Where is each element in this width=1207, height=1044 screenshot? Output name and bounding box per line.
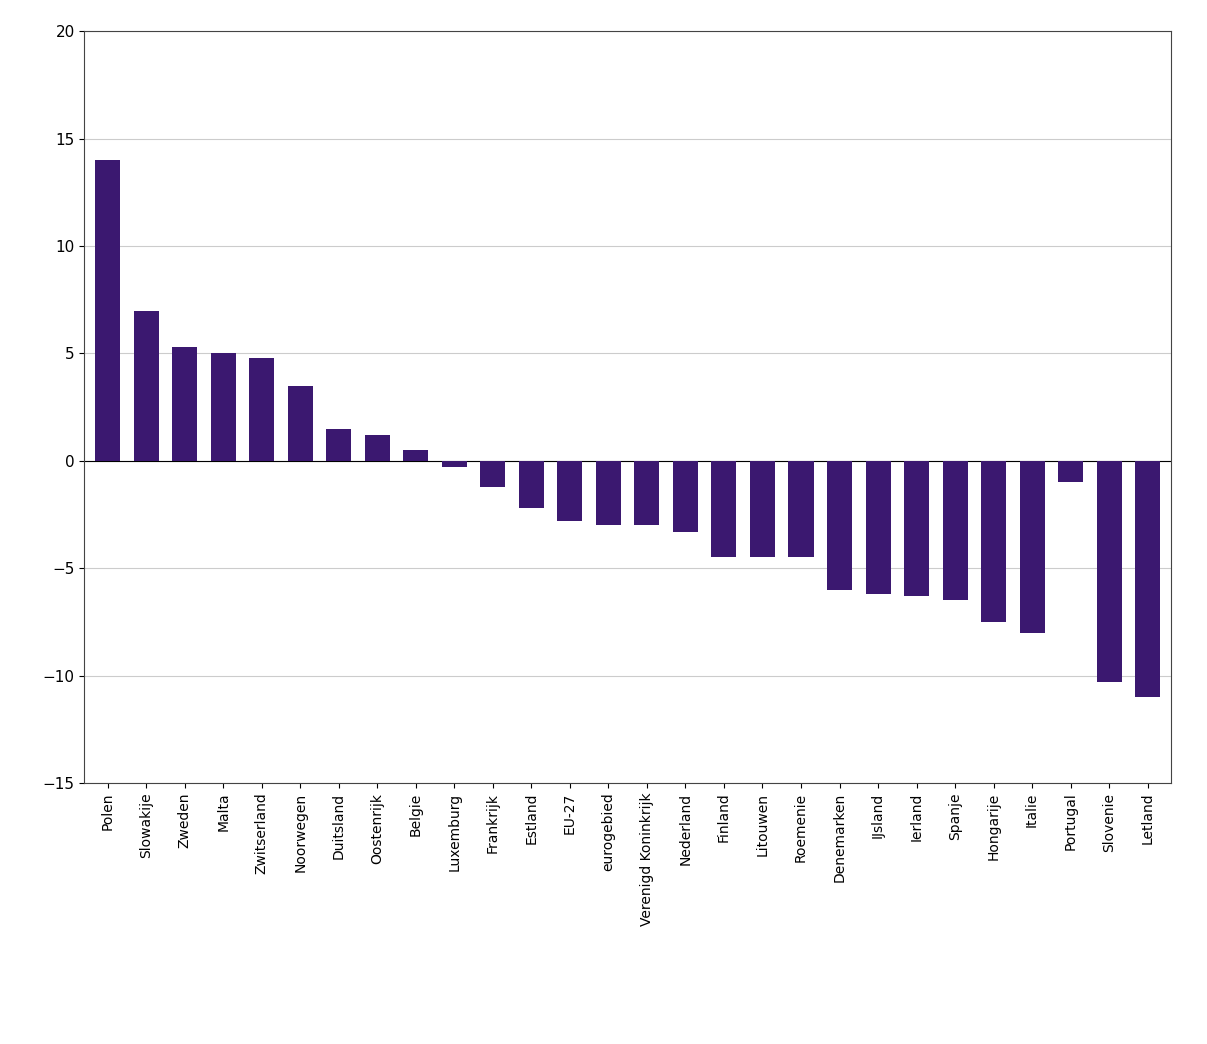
Bar — [326, 429, 351, 460]
Bar — [1097, 460, 1121, 682]
Bar — [1135, 460, 1160, 697]
Bar — [943, 460, 968, 600]
Bar — [672, 460, 698, 531]
Bar — [635, 460, 659, 525]
Bar — [558, 460, 582, 521]
Bar — [480, 460, 506, 487]
Bar — [173, 347, 197, 460]
Bar — [750, 460, 775, 557]
Bar — [211, 354, 235, 460]
Bar — [1020, 460, 1044, 633]
Bar — [519, 460, 544, 508]
Bar — [1059, 460, 1083, 482]
Bar — [365, 435, 390, 460]
Bar — [287, 385, 313, 460]
Bar — [134, 310, 158, 460]
Bar — [442, 460, 467, 468]
Bar — [865, 460, 891, 594]
Bar — [827, 460, 852, 590]
Bar — [596, 460, 620, 525]
Bar — [788, 460, 814, 557]
Bar — [403, 450, 428, 460]
Bar — [95, 160, 121, 460]
Bar — [249, 358, 274, 460]
Bar — [981, 460, 1007, 622]
Bar — [711, 460, 736, 557]
Bar — [904, 460, 929, 596]
